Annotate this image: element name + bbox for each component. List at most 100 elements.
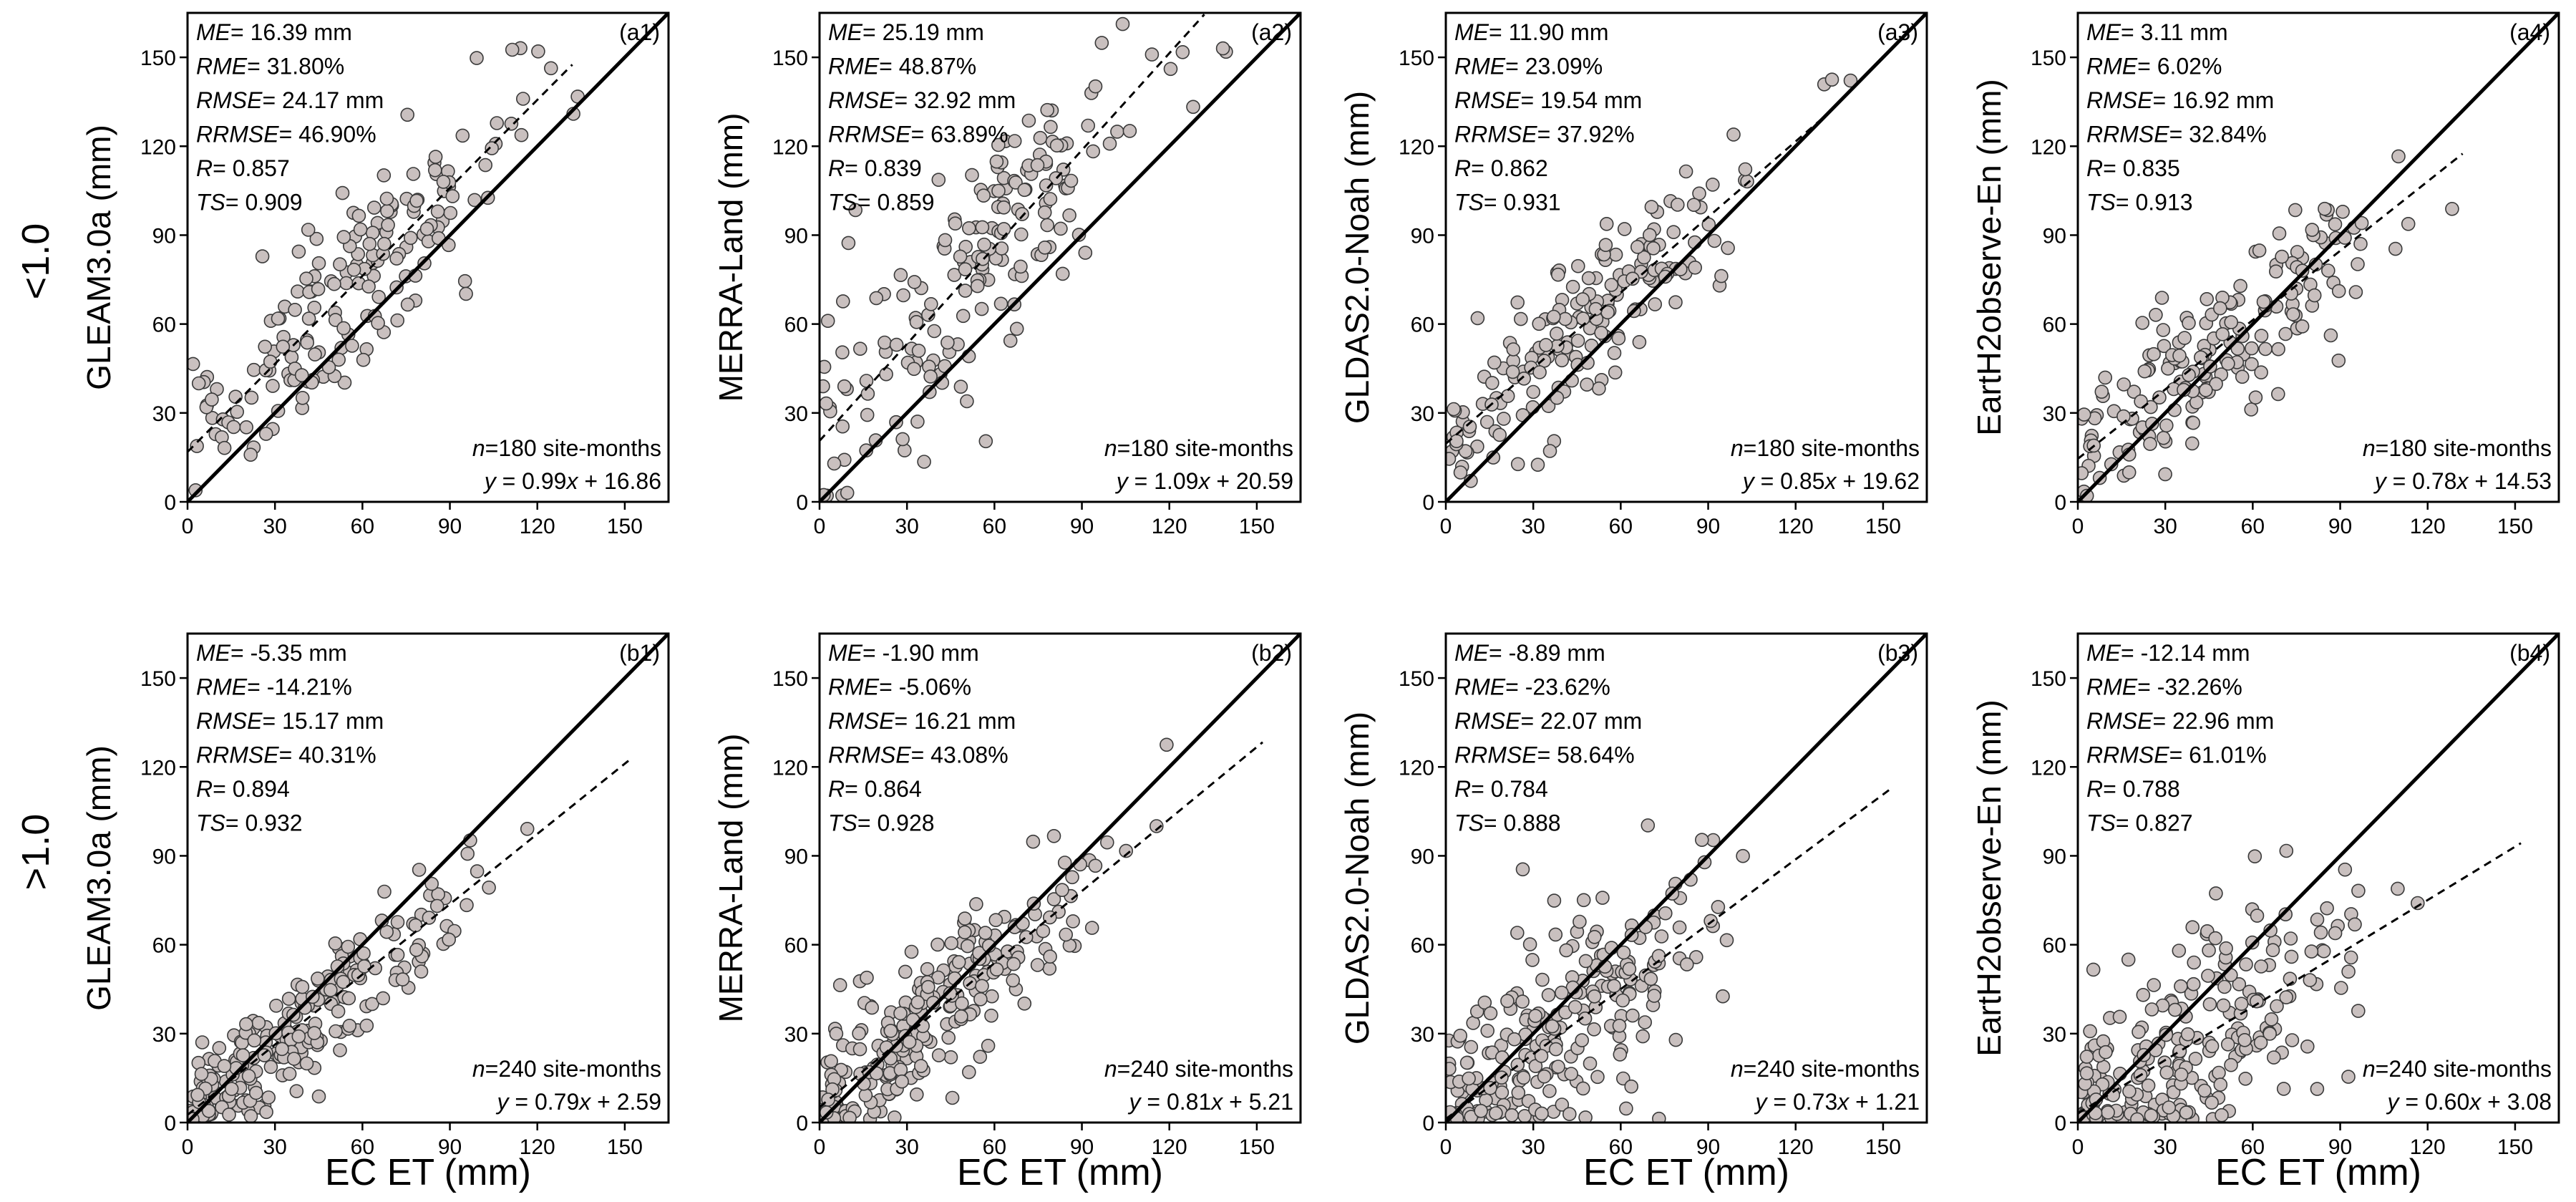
- data-point: [938, 233, 953, 248]
- data-point: [1506, 342, 1521, 357]
- data-point: [1487, 355, 1502, 370]
- data-point: [403, 231, 418, 246]
- data-point: [2205, 1039, 2220, 1054]
- x-tick-label: 30: [263, 1135, 286, 1159]
- data-point: [1526, 384, 1540, 399]
- data-point: [1666, 225, 1681, 240]
- data-point: [301, 223, 316, 237]
- y-tick-label: 60: [1411, 314, 1434, 337]
- x-tick-label: 60: [2241, 1135, 2265, 1159]
- data-point: [858, 1088, 873, 1102]
- data-point: [244, 390, 259, 405]
- data-point: [1006, 973, 1020, 988]
- data-point: [1055, 266, 1070, 281]
- data-point: [909, 314, 924, 329]
- data-point: [1464, 1039, 1479, 1055]
- sample-size-label: n=180 site-months: [1731, 435, 1920, 461]
- data-point: [1036, 924, 1051, 939]
- data-point: [243, 447, 258, 462]
- x-tick-label: 0: [182, 515, 194, 538]
- data-point: [1648, 297, 1662, 311]
- data-point: [1088, 79, 1103, 94]
- x-tick-label: 120: [1778, 515, 1814, 538]
- data-point: [996, 200, 1011, 215]
- data-point: [543, 61, 558, 76]
- x-tick-label: 150: [1239, 515, 1275, 538]
- data-point: [295, 979, 310, 994]
- stat-r: R= 0.784: [1454, 776, 1548, 802]
- data-point: [2323, 328, 2338, 343]
- data-point: [2248, 390, 2263, 405]
- data-point: [1043, 949, 1057, 964]
- stat-rrmse: RRMSE= 61.01%: [2086, 742, 2267, 768]
- data-point: [1054, 221, 1068, 236]
- data-point: [335, 185, 350, 200]
- data-point: [921, 979, 935, 994]
- panel-tag: (b3): [1877, 640, 1918, 666]
- stat-ts: TS= 0.928: [828, 810, 935, 836]
- data-point: [1625, 271, 1640, 286]
- data-point: [2079, 1050, 2094, 1064]
- data-point: [2215, 1108, 2229, 1123]
- data-point: [1500, 994, 1515, 1008]
- data-point: [1500, 389, 1515, 404]
- data-point: [531, 44, 545, 59]
- data-point: [406, 167, 421, 181]
- data-point: [1542, 1084, 1557, 1098]
- data-point: [907, 362, 921, 377]
- data-point: [490, 116, 505, 130]
- data-point: [1607, 979, 1621, 994]
- data-point: [2328, 926, 2343, 941]
- data-point: [190, 1087, 205, 1102]
- data-point: [191, 376, 206, 391]
- stat-rmse: RMSE= 22.07 mm: [1454, 708, 1642, 734]
- sample-size-label: n=180 site-months: [2363, 435, 2552, 461]
- data-point: [275, 1042, 289, 1057]
- x-tick-label: 30: [263, 515, 286, 538]
- data-point: [2134, 394, 2148, 409]
- data-point: [222, 1108, 236, 1122]
- data-point: [467, 193, 482, 208]
- data-point: [2159, 1065, 2174, 1080]
- x-tick-label: 30: [2153, 515, 2177, 538]
- data-point: [2264, 1012, 2279, 1027]
- panel-b4: 00 30 30 60 60 90 90 120 120 150 150 EartH2observe-…: [1970, 632, 2560, 1193]
- y-tick-label: 30: [1411, 1023, 1434, 1047]
- data-point: [1726, 127, 1741, 142]
- data-point: [993, 296, 1008, 311]
- stat-rme: RME= -32.26%: [2086, 674, 2242, 700]
- data-point: [460, 846, 475, 861]
- data-point: [1049, 138, 1064, 152]
- data-point: [428, 150, 443, 164]
- data-point: [1064, 173, 1079, 188]
- data-point: [2212, 1065, 2226, 1080]
- stat-rrmse: RRMSE= 46.90%: [196, 122, 376, 147]
- panel-tag: (b4): [2509, 640, 2550, 666]
- stat-rrmse: RRMSE= 43.08%: [828, 742, 1008, 768]
- panel-a4: 00 30 30 60 60 90 90 120 120 150 150 EartH2observe-…: [1970, 11, 2560, 538]
- data-point: [2348, 285, 2363, 299]
- data-point: [1453, 465, 1468, 480]
- data-point: [1701, 217, 1716, 232]
- x-tick-label: 0: [2072, 1135, 2084, 1159]
- x-tick-label: 120: [520, 1135, 555, 1159]
- data-point: [2313, 925, 2328, 940]
- data-point: [2272, 226, 2287, 241]
- data-point: [409, 943, 424, 957]
- y-tick-label: 150: [1399, 47, 1434, 70]
- x-axis-label: EC ET (mm): [1583, 1152, 1789, 1193]
- data-point: [1215, 41, 1230, 56]
- data-point: [1565, 279, 1580, 294]
- data-point: [975, 220, 990, 235]
- stat-me: ME= 3.11 mm: [2086, 19, 2228, 45]
- data-point: [2224, 1057, 2238, 1072]
- data-point: [408, 918, 423, 933]
- data-point: [1583, 1056, 1598, 1071]
- one-to-one-line: [820, 13, 1301, 502]
- data-point: [1489, 1106, 1503, 1120]
- x-tick-label: 60: [2241, 515, 2265, 538]
- data-point: [427, 163, 442, 178]
- stat-rme: RME= 6.02%: [2086, 54, 2222, 79]
- data-point: [953, 249, 968, 264]
- y-tick-label: 0: [1422, 1112, 1434, 1135]
